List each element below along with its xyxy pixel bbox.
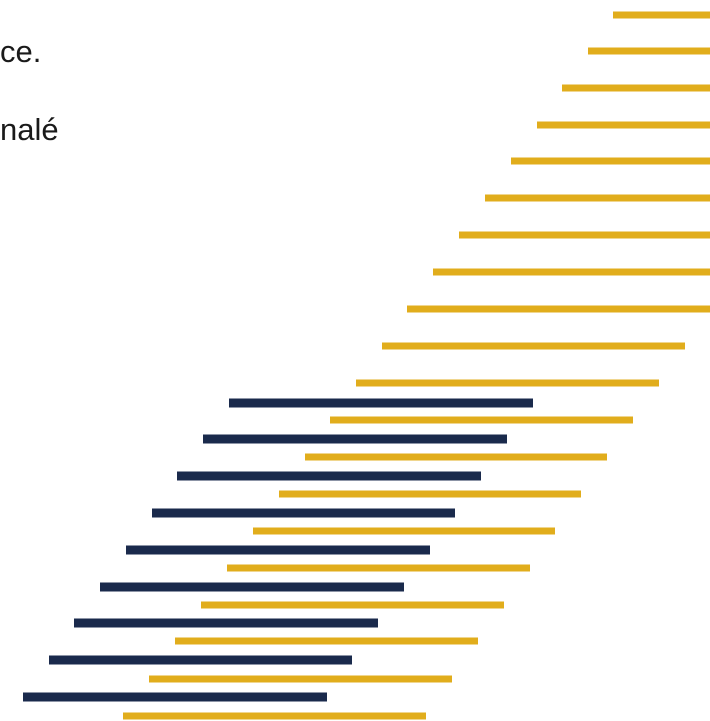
gold-stripe-2	[588, 47, 710, 55]
gold-stripe-12	[330, 416, 633, 424]
gold-stripe-7	[459, 231, 710, 239]
gold-stripe-14	[279, 490, 581, 498]
navy-stripe-8	[49, 655, 352, 665]
navy-stripe-5	[126, 545, 430, 555]
text-fragment-1: ce.	[0, 34, 42, 69]
gold-stripe-1	[613, 11, 710, 19]
gold-stripe-15	[253, 527, 555, 535]
navy-stripe-2	[203, 434, 507, 444]
gold-stripe-10	[382, 342, 685, 350]
gold-stripe-8	[433, 268, 710, 276]
navy-stripe-1	[229, 398, 533, 408]
gold-stripe-6	[485, 194, 710, 202]
text-fragment-2: nalé	[0, 112, 59, 147]
gold-stripe-19	[149, 675, 452, 683]
gold-stripe-20	[123, 712, 426, 720]
navy-stripe-6	[100, 582, 404, 592]
navy-stripe-4	[152, 508, 455, 518]
gold-stripe-18	[175, 637, 478, 645]
gold-stripe-17	[201, 601, 504, 609]
gold-stripe-16	[227, 564, 530, 572]
navy-stripe-9	[23, 692, 327, 702]
gold-stripe-5	[511, 157, 710, 165]
navy-stripe-3	[177, 471, 481, 481]
gold-stripe-11	[356, 379, 659, 387]
gold-stripe-3	[562, 84, 710, 92]
gold-stripe-4	[537, 121, 710, 129]
gold-stripe-9	[407, 305, 710, 313]
gold-stripe-13	[305, 453, 607, 461]
navy-stripe-7	[74, 618, 378, 628]
